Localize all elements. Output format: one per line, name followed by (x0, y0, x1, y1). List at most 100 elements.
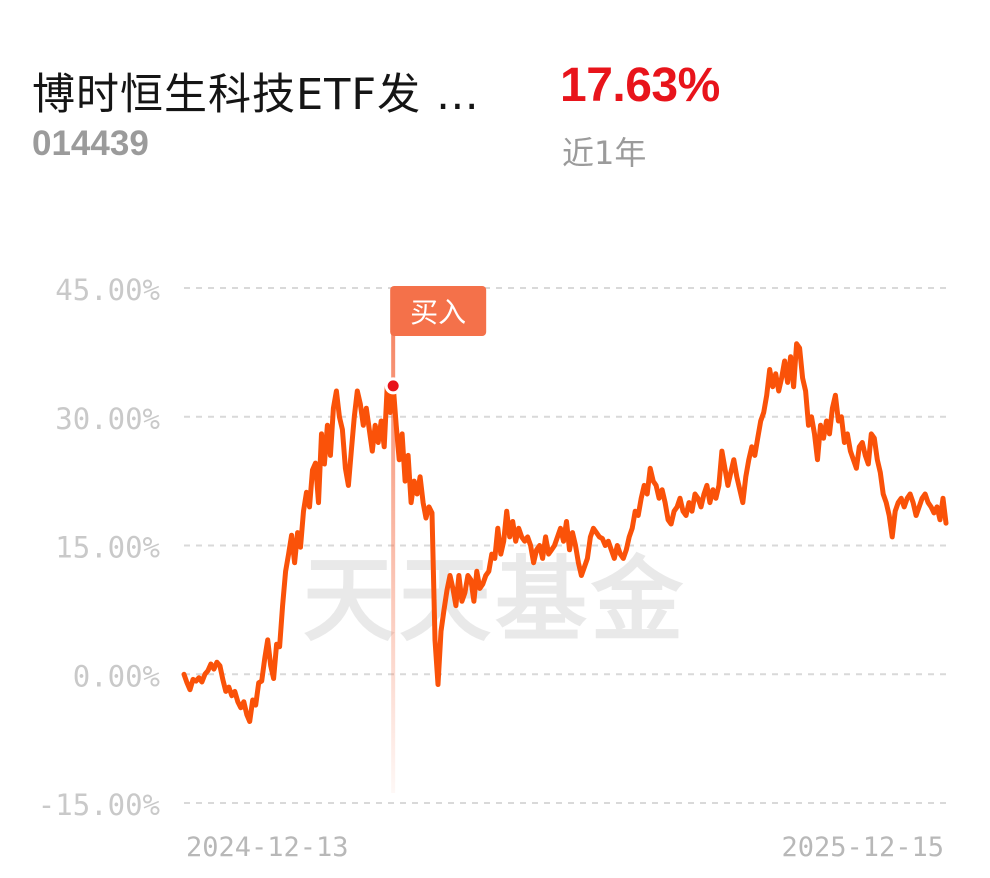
data-point (368, 428, 370, 430)
data-point (335, 390, 337, 392)
data-point (192, 678, 194, 680)
data-point (389, 411, 391, 413)
data-point (757, 437, 759, 439)
data-point (503, 540, 505, 542)
data-point (774, 373, 776, 375)
fund-name[interactable]: 博时恒生科技ETF发 … (32, 70, 480, 120)
buy-marker-line (391, 326, 396, 793)
data-point (562, 540, 564, 542)
data-point (538, 544, 540, 546)
data-point (685, 514, 687, 516)
data-point (491, 553, 493, 555)
data-point (637, 514, 639, 516)
data-point (843, 441, 845, 443)
data-point (488, 570, 490, 572)
data-point (216, 661, 218, 663)
data-point (703, 493, 705, 495)
data-point (682, 510, 684, 512)
data-point (320, 433, 322, 435)
data-point (452, 587, 454, 589)
data-point (353, 416, 355, 418)
data-point (529, 544, 531, 546)
data-point (347, 484, 349, 486)
data-point (801, 377, 803, 379)
data-point (870, 433, 872, 435)
data-point (804, 390, 806, 392)
data-point (867, 463, 869, 465)
data-point (909, 493, 911, 495)
data-point (269, 664, 271, 666)
data-point (249, 720, 251, 722)
data-point (721, 450, 723, 452)
data-point (526, 536, 528, 538)
return-value: 17.63% (560, 59, 720, 112)
data-point (786, 381, 788, 383)
data-point (440, 630, 442, 632)
data-point (676, 506, 678, 508)
data-point (425, 517, 427, 519)
data-point (795, 343, 797, 345)
data-point (299, 546, 301, 548)
data-point (506, 510, 508, 512)
data-point (607, 540, 609, 542)
x-axis-ticks: 2024-12-13 2025-12-15 (186, 832, 944, 863)
data-point (198, 676, 200, 678)
data-point (222, 678, 224, 680)
data-point (766, 394, 768, 396)
data-point (634, 510, 636, 512)
data-point (760, 420, 762, 422)
data-point (419, 476, 421, 478)
data-point (906, 497, 908, 499)
data-point (888, 514, 890, 516)
data-point (434, 639, 436, 641)
data-point (332, 407, 334, 409)
fund-code: 014439 (32, 124, 149, 163)
data-point (873, 437, 875, 439)
data-point (213, 668, 215, 670)
data-point (792, 386, 794, 388)
data-point (195, 680, 197, 682)
period-label[interactable]: 近1年 (562, 134, 647, 172)
data-point (733, 458, 735, 460)
data-point (724, 467, 726, 469)
data-point (494, 557, 496, 559)
data-point (410, 501, 412, 503)
data-point (401, 433, 403, 435)
data-point (628, 536, 630, 538)
data-point (592, 527, 594, 529)
data-point (329, 454, 331, 456)
data-point (763, 411, 765, 413)
data-point (275, 643, 277, 645)
data-point (568, 549, 570, 551)
data-point (186, 682, 188, 684)
data-point (858, 446, 860, 448)
data-point (580, 574, 582, 576)
data-point (413, 480, 415, 482)
data-point (586, 557, 588, 559)
data-point (613, 557, 615, 559)
data-point (918, 506, 920, 508)
y-tick-label: 45.00% (55, 273, 160, 307)
data-point (550, 549, 552, 551)
data-point (458, 574, 460, 576)
data-point (849, 450, 851, 452)
data-point (622, 557, 624, 559)
data-point (407, 454, 409, 456)
data-point (302, 510, 304, 512)
data-point (589, 536, 591, 538)
data-point (825, 420, 827, 422)
data-point (810, 416, 812, 418)
data-point (326, 424, 328, 426)
data-point (362, 424, 364, 426)
data-point (754, 454, 756, 456)
series-line (181, 341, 949, 724)
data-point (365, 407, 367, 409)
data-point (535, 549, 537, 551)
data-point (404, 480, 406, 482)
data-point (428, 506, 430, 508)
data-point (673, 510, 675, 512)
data-point (816, 458, 818, 460)
data-point (278, 646, 280, 648)
data-point (640, 497, 642, 499)
